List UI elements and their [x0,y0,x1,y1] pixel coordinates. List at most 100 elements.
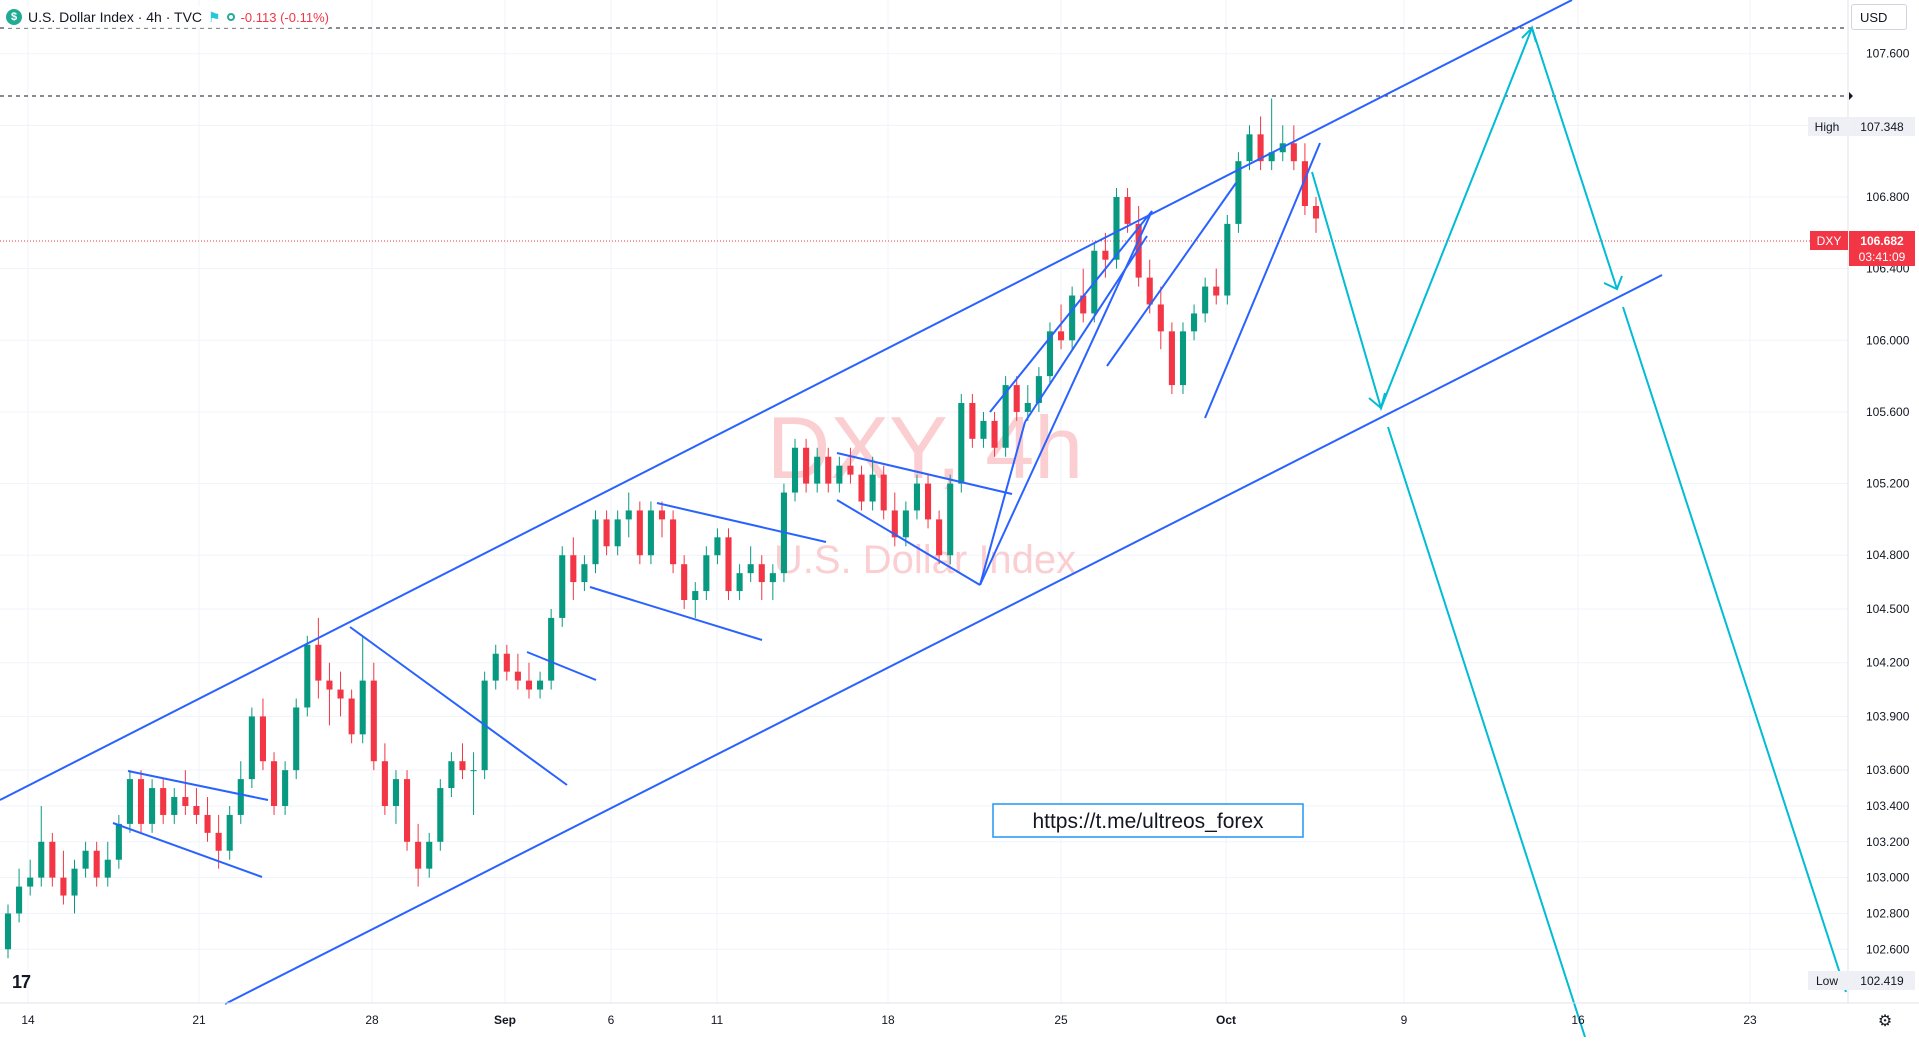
currency-button[interactable]: USD [1851,4,1907,30]
candle-body [936,519,943,556]
price-axis[interactable]: 107.600107.200106.800106.400106.000105.6… [1808,0,1919,1037]
flag-4-upper[interactable] [656,502,827,543]
candle-body [49,841,56,878]
low-value-bg [1849,971,1915,990]
time-label: 6 [608,1013,615,1027]
candle-body [913,483,920,511]
high-tag: High [1815,120,1840,134]
projection-line-drop-1[interactable] [1387,426,1586,1038]
candle-body [836,465,843,484]
candle-body [1213,286,1220,296]
projection-line-main[interactable] [1311,25,1618,412]
low-tag: Low [1816,974,1838,988]
candle-body [969,402,976,439]
wedge-6-lower[interactable] [1024,235,1148,423]
candle-body [304,644,311,708]
candle-body [1124,197,1131,224]
candle-body [171,797,178,815]
candle-body [570,555,577,583]
projection-path[interactable] [1311,25,1847,1038]
candle-body [1024,402,1031,412]
candle-body [226,814,233,851]
candle-body [1102,250,1109,260]
arrow-head-1 [1368,392,1386,410]
candle-body [270,761,278,806]
time-axis[interactable]: 14 21 28 Sep 6 11 18 25 Oct 9 16 23 [0,1002,1919,1027]
price-label: 107.600 [1866,47,1910,61]
wedge-7[interactable] [1106,182,1237,367]
candle-body [182,797,189,806]
candle-body [1058,331,1065,341]
candle-body [1246,134,1253,162]
flag-5-lower[interactable] [836,499,981,586]
telegram-link-frame[interactable] [992,803,1304,838]
price-change: -0.113 (-0.11%) [240,9,329,25]
high-value-bg [1849,117,1915,136]
wedge-2-upper[interactable] [349,626,568,786]
candle-body [769,573,776,583]
symbol-title[interactable]: U.S. Dollar Index · 4h · TVC [28,9,203,25]
channel-upper-line[interactable] [0,0,1573,801]
current-tag: DXY [1817,234,1842,248]
tradingview-logo-icon[interactable]: 17 [12,972,31,992]
candle-body [16,886,23,914]
flag-1-lower[interactable] [112,822,263,878]
trend-lines[interactable] [0,0,1663,1005]
candle-body [725,537,732,592]
candle-body [592,519,599,565]
candle-body [758,564,765,583]
arrow-head-2 [1521,26,1537,43]
telegram-link-text[interactable]: https://t.me/ultreos_forex [1032,810,1264,833]
symbol-legend[interactable]: $ U.S. Dollar Index · 4h · TVC ⚑ -0.113 … [6,6,329,28]
candle-body [1191,313,1198,332]
flag-5-upper[interactable] [836,452,1013,495]
candle-body [204,814,211,833]
candle-body [137,779,145,824]
flag-4-lower[interactable] [589,586,763,641]
scroll-arrow-icon[interactable] [1849,92,1853,100]
candle-body [93,850,100,878]
channel-lower-line[interactable] [224,274,1663,1005]
candle-body [1135,223,1142,278]
candle-body [1235,161,1242,224]
flag-3[interactable] [526,651,597,681]
dollar-circle-icon: $ [6,9,22,25]
time-label: Sep [494,1013,516,1027]
candle-body [337,689,344,699]
candle-body [237,779,244,815]
time-label: 28 [365,1013,379,1027]
flag-1-upper[interactable] [127,770,269,801]
candle-body [791,447,799,493]
time-label: 9 [1401,1013,1408,1027]
high-value: 107.348 [1860,120,1904,134]
candle-body [126,779,133,824]
candle-body [1224,223,1231,296]
flag-icon[interactable]: ⚑ [208,8,221,25]
candle-body [647,510,654,556]
candle-body [1179,331,1187,386]
candle-body [115,823,122,860]
candle-body [681,564,688,601]
wedge-6-inner[interactable] [979,421,1026,586]
candle-body [1013,385,1020,412]
price-label: 106.800 [1866,190,1910,204]
settings-gear-icon[interactable]: ⚙ [1877,1013,1893,1030]
telegram-link-box[interactable]: https://t.me/ultreos_forex [992,803,1304,838]
candle-body [282,770,289,806]
candle-body [625,510,632,520]
candle-body [415,841,422,869]
price-label: 103.400 [1866,799,1910,813]
arrow-head-3 [1603,275,1623,291]
current-value-bg [1849,231,1915,266]
wedge-7-lower[interactable] [1204,142,1321,419]
candle-body [825,456,832,484]
candle-body [692,591,699,601]
candle-body [514,671,521,681]
price-label: 103.900 [1866,709,1910,723]
wedge-6[interactable] [979,210,1153,586]
candle-body [847,465,854,475]
candle-body [902,510,909,538]
projection-line-drop-2[interactable] [1622,306,1847,993]
